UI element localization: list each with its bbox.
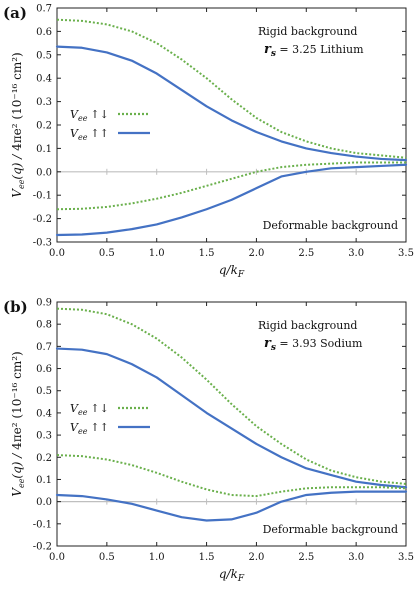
y-tick-label: 0.6: [36, 364, 52, 375]
y-axis-title: Vee(q) / 4πe² (10⁻¹⁶ cm²): [10, 52, 26, 197]
y-tick-label: -0.1: [33, 519, 52, 530]
x-tick-label: 1.0: [149, 248, 165, 259]
y-tick-label: 0.9: [36, 298, 52, 309]
y-tick-label: 0.7: [36, 342, 52, 353]
x-tick-label: 0.5: [99, 248, 115, 259]
y-tick-label: -0.1: [33, 191, 52, 202]
y-tick-label: 0.4: [36, 74, 52, 85]
x-tick-label: 2.0: [248, 248, 264, 259]
y-tick-label: 0.2: [36, 121, 52, 132]
series-line-3: [56, 161, 406, 211]
series-line-3: [56, 454, 407, 498]
legend-entry-2: Vee ↑↑: [70, 127, 109, 142]
legend-entry-1: Vee ↑↓: [70, 402, 109, 417]
y-tick-label: 0.6: [36, 27, 52, 38]
deformable-background-label: Deformable background: [263, 219, 398, 232]
legend-entry-1: Vee ↑↓: [70, 108, 109, 123]
y-tick-label: 0.0: [36, 497, 52, 508]
series-line-2: [55, 45, 408, 162]
panel-label: (b): [3, 298, 28, 316]
y-tick-label: 0.3: [36, 97, 52, 108]
y-tick-label: 0.1: [36, 475, 52, 486]
y-tick-label: 0.4: [36, 408, 52, 419]
y-axis-title: Vee(q) / 4πe² (10⁻¹⁶ cm²): [10, 351, 26, 496]
x-tick-label: 0.0: [49, 248, 65, 259]
y-tick-label: 0.0: [36, 167, 52, 178]
x-tick-label: 2.5: [298, 552, 314, 563]
series-line-1: [56, 307, 407, 485]
series-line-1: [56, 18, 407, 159]
x-axis-title: q/kF: [219, 567, 245, 584]
x-tick-label: 3.5: [398, 248, 414, 259]
y-tick-label: 0.2: [36, 453, 52, 464]
x-tick-label: 0.0: [49, 552, 65, 563]
x-tick-label: 3.5: [398, 552, 414, 563]
x-axis-title: q/kF: [219, 263, 245, 280]
rigid-background-label: Rigid background: [258, 25, 357, 38]
y-tick-label: 0.3: [36, 431, 52, 442]
deformable-background-label: Deformable background: [263, 523, 398, 536]
y-tick-label: 0.7: [36, 4, 52, 15]
x-tick-label: 2.5: [298, 248, 314, 259]
series-line-4: [55, 163, 408, 237]
y-tick-label: -0.2: [33, 214, 52, 225]
x-tick-label: 1.5: [199, 248, 215, 259]
rs-label: rs = 3.93 Sodium: [264, 336, 363, 353]
x-tick-label: 2.0: [248, 552, 264, 563]
x-tick-label: 3.0: [348, 552, 364, 563]
rs-label: rs = 3.25 Lithium: [264, 42, 364, 59]
y-tick-label: 0.5: [36, 50, 52, 61]
chart-panel-a: 0.0 0.5 1.0 1.5 2.0 2.5 3.0 3.5 -0.3 -0.2 -0.1 0.0 0…: [3, 4, 414, 281]
series-line-2: [55, 347, 408, 489]
y-tick-label: -0.3: [33, 238, 52, 249]
rigid-background-label: Rigid background: [258, 319, 357, 332]
chart-panel-b: 0.0 0.5 1.0 1.5 2.0 2.5 3.0 3.5 -0.2 -0.1 0.0 0.1 0.…: [3, 298, 414, 585]
panel-label: (a): [3, 4, 27, 22]
x-tick-label: 0.5: [99, 552, 115, 563]
plot-frame: [56, 301, 407, 547]
legend-entry-2: Vee ↑↑: [70, 421, 109, 436]
y-tick-label: -0.2: [33, 542, 52, 553]
series-line-4: [55, 490, 408, 522]
y-tick-label: 0.5: [36, 386, 52, 397]
y-tick-label: 0.8: [36, 320, 52, 331]
x-tick-label: 3.0: [348, 248, 364, 259]
x-tick-label: 1.0: [149, 552, 165, 563]
x-tick-label: 1.5: [199, 552, 215, 563]
y-tick-label: 0.1: [36, 144, 52, 155]
